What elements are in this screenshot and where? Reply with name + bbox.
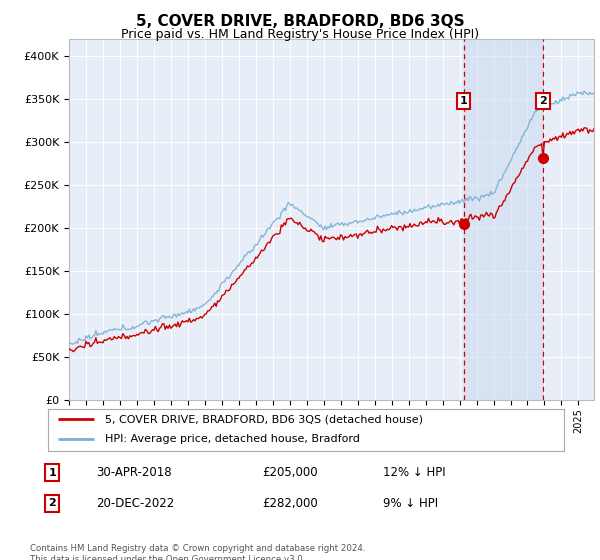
Text: 5, COVER DRIVE, BRADFORD, BD6 3QS: 5, COVER DRIVE, BRADFORD, BD6 3QS [136, 14, 464, 29]
Bar [464, 39, 543, 400]
Text: 2: 2 [48, 498, 56, 508]
Text: 12% ↓ HPI: 12% ↓ HPI [383, 466, 446, 479]
Text: Contains HM Land Registry data © Crown copyright and database right 2024.
This d: Contains HM Land Registry data © Crown c… [30, 544, 365, 560]
Text: 1: 1 [48, 468, 56, 478]
Text: £205,000: £205,000 [262, 466, 317, 479]
Text: 2: 2 [539, 96, 547, 106]
Text: Price paid vs. HM Land Registry's House Price Index (HPI): Price paid vs. HM Land Registry's House … [121, 28, 479, 41]
Text: 5, COVER DRIVE, BRADFORD, BD6 3QS (detached house): 5, COVER DRIVE, BRADFORD, BD6 3QS (detac… [105, 414, 423, 424]
Text: HPI: Average price, detached house, Bradford: HPI: Average price, detached house, Brad… [105, 434, 359, 444]
Text: 30-APR-2018: 30-APR-2018 [96, 466, 172, 479]
Text: 9% ↓ HPI: 9% ↓ HPI [383, 497, 439, 510]
Text: 20-DEC-2022: 20-DEC-2022 [96, 497, 175, 510]
Text: 1: 1 [460, 96, 467, 106]
Text: £282,000: £282,000 [262, 497, 317, 510]
